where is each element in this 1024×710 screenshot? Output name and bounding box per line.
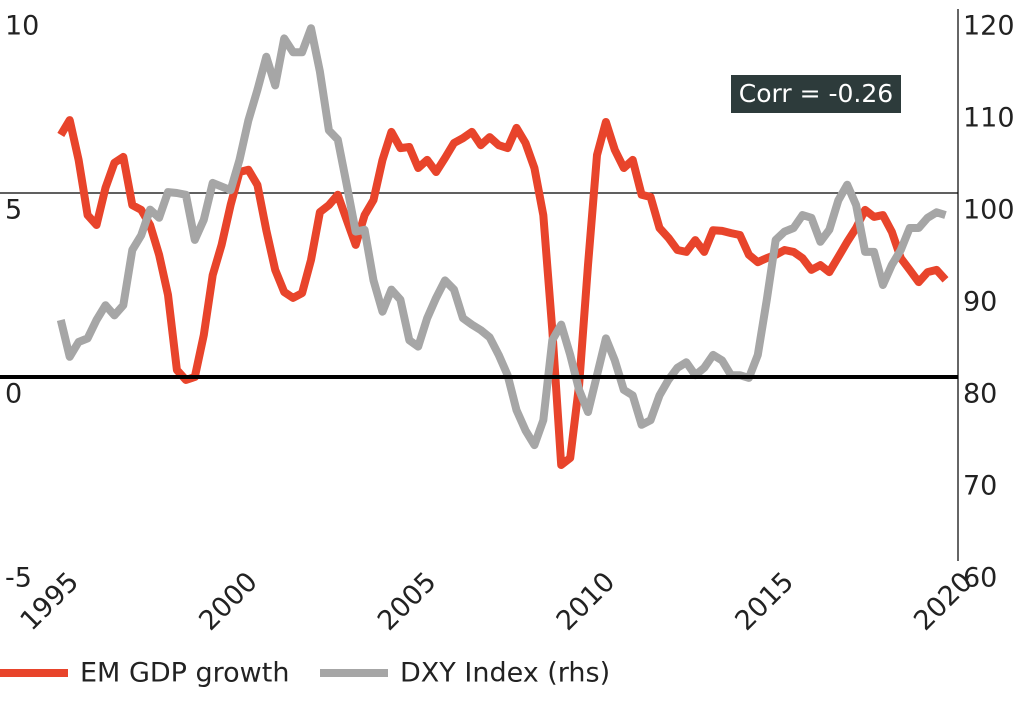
y-tick-label: -5 <box>5 563 32 594</box>
x-tick-label: 2005 <box>372 566 443 637</box>
y-tick-label: 5 <box>5 195 22 226</box>
annotation-text: Corr = -0.26 <box>739 79 893 108</box>
legend-label: DXY Index (rhs) <box>400 658 610 689</box>
y-tick-label: 10 <box>5 11 39 42</box>
y2-tick-label: 80 <box>963 379 997 410</box>
series-line <box>56 24 947 450</box>
y2-tick-label: 60 <box>963 563 997 594</box>
y2-tick-label: 90 <box>963 287 997 318</box>
y2-tick-label: 70 <box>963 471 997 502</box>
x-tick-label: 2000 <box>193 566 264 637</box>
x-tick-label: 2015 <box>729 566 800 637</box>
annotation-box <box>731 75 901 113</box>
series-line <box>57 116 949 469</box>
y2-tick-label: 100 <box>963 195 1015 226</box>
annotation: Corr = -0.26 <box>731 75 901 113</box>
x-tick-label: 2010 <box>551 566 622 637</box>
legend-label: EM GDP growth <box>80 658 289 689</box>
y-tick-label: 0 <box>5 379 22 410</box>
y2-tick-label: 110 <box>963 103 1015 134</box>
y2-tick-label: 120 <box>963 11 1015 42</box>
